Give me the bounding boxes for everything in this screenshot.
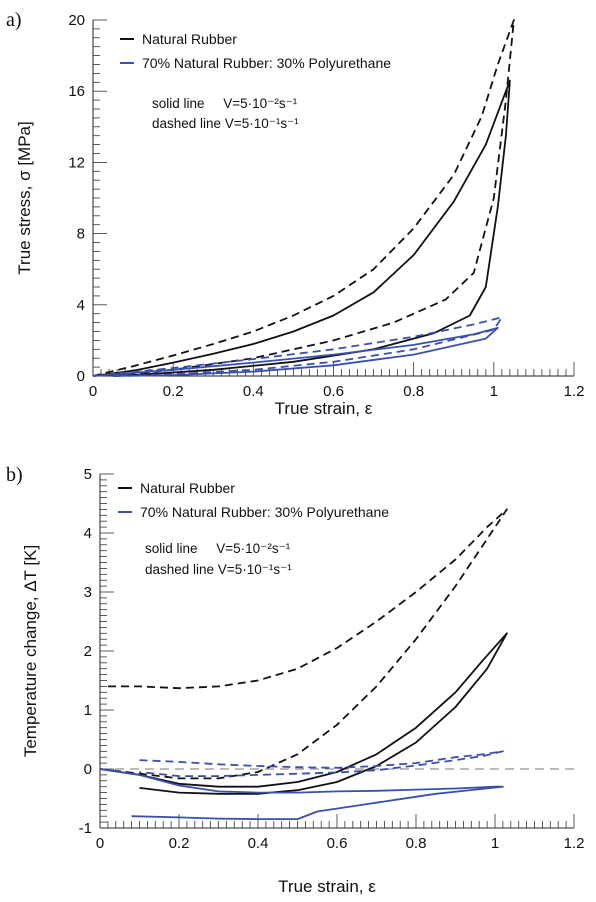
series-line-solid-blend (99, 768, 504, 820)
y-axis-title: True stress, σ [MPa] (15, 121, 34, 274)
x-tick-label: 1 (490, 383, 498, 400)
x-tick-label: 0.6 (327, 835, 348, 852)
series-line-solid-natural-rubber (92, 79, 511, 377)
y-tick-label: 4 (84, 525, 92, 542)
y-tick-label: 12 (68, 154, 85, 171)
x-tick-label: 0.8 (403, 383, 424, 400)
y-tick-label: -1 (79, 820, 92, 837)
legend-entry: 70% Natural Rubber: 30% Polyurethane (140, 504, 389, 520)
y-tick-label: 20 (68, 12, 85, 29)
y-tick-label: 1 (84, 702, 92, 719)
y-tick-label: 5 (84, 466, 92, 483)
x-tick-label: 0 (89, 383, 97, 400)
panel-label: b) (6, 464, 23, 486)
series-line-solid-natural-rubber (99, 632, 508, 795)
y-tick-label: 16 (68, 83, 85, 100)
line-style-note: dashed line V=5·10⁻¹s⁻¹ (145, 562, 292, 577)
x-tick-label: 0.2 (163, 383, 184, 400)
series-line-dashed-natural-rubber (99, 508, 508, 780)
x-tick-label: 1 (491, 835, 499, 852)
series-line-dashed-natural-rubber (92, 19, 515, 377)
y-tick-label: 4 (77, 297, 85, 314)
legend-entry: 70% Natural Rubber: 30% Polyurethane (142, 55, 391, 71)
chart-panel-a: a) 0 0.2 0.4 0.6 0.8 1 1.2 0 4 8 12 16 20 True strain,… (6, 9, 584, 418)
panel-label: a) (6, 9, 22, 31)
y-axis-title: Temperature change, ΔT [K] (21, 545, 40, 757)
legend-entry: Natural Rubber (140, 480, 235, 496)
y-tick-label: 0 (77, 368, 85, 385)
x-tick-label: 0.2 (169, 835, 190, 852)
x-tick-label: 0.4 (243, 383, 264, 400)
x-tick-label: 1.2 (564, 383, 585, 400)
x-tick-label: 0.6 (323, 383, 344, 400)
series-line-solid-blend (92, 327, 499, 377)
y-tick-label: 0 (84, 761, 92, 778)
series-line-dashed-blend (139, 750, 504, 777)
y-tick-label: 2 (84, 643, 92, 660)
x-tick-label: 0.4 (248, 835, 269, 852)
line-style-note: solid line V=5·10⁻²s⁻¹ (152, 96, 298, 111)
x-tick-label: 0 (96, 835, 104, 852)
line-style-note: dashed line V=5·10⁻¹s⁻¹ (152, 116, 299, 131)
series-line-dashed-blend (92, 316, 503, 377)
x-axis-title: True strain, ε (278, 877, 376, 896)
x-tick-label: 0.8 (406, 835, 427, 852)
y-tick-label: 8 (77, 226, 85, 243)
x-tick-label: 1.2 (564, 835, 585, 852)
y-tick-label: 3 (84, 584, 92, 601)
x-axis-title: True strain, ε (275, 399, 373, 418)
legend-entry: Natural Rubber (142, 31, 237, 47)
line-style-note: solid line V=5·10⁻²s⁻¹ (145, 541, 291, 556)
